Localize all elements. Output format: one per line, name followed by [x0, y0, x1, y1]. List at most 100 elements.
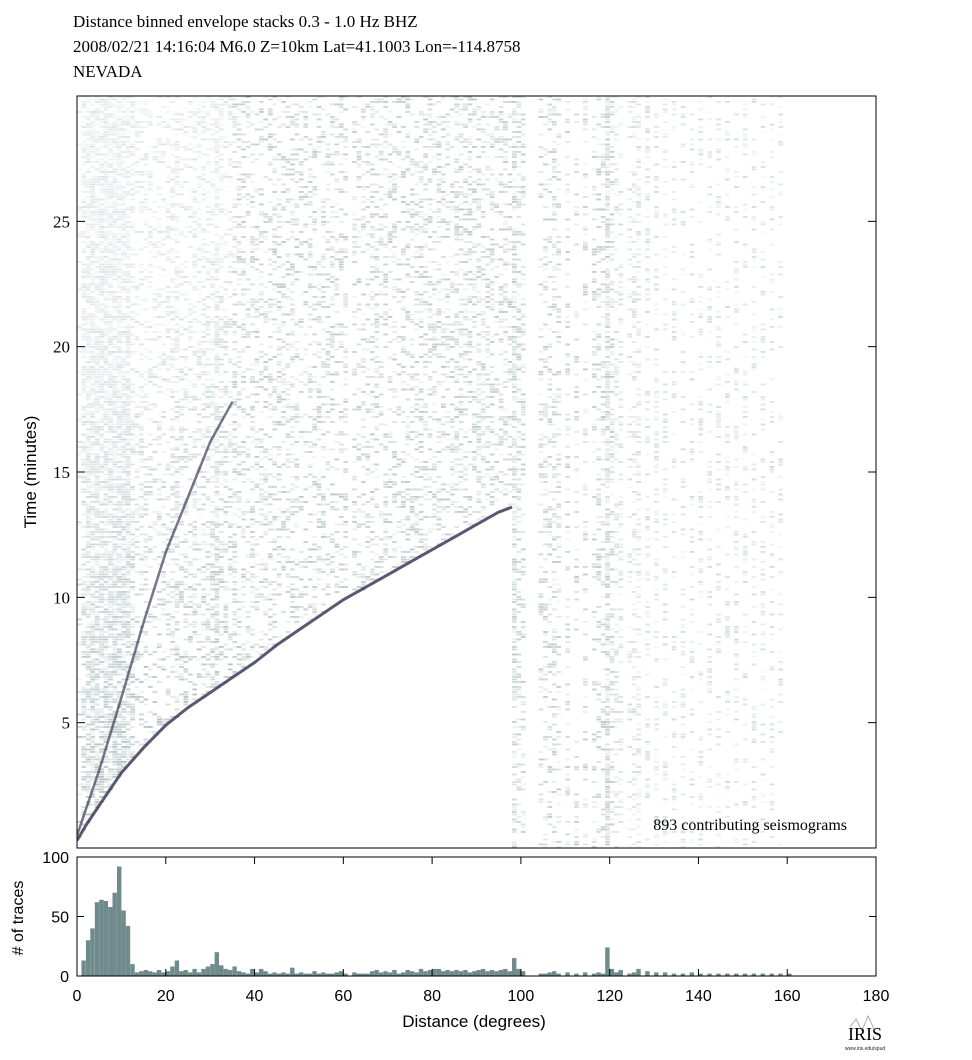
envelope-cell [179, 326, 184, 328]
envelope-cell [179, 348, 184, 351]
envelope-cell [103, 456, 109, 458]
envelope-cell [236, 256, 242, 258]
envelope-cell [117, 453, 122, 456]
envelope-cell [139, 506, 144, 508]
envelope-cell [214, 446, 220, 448]
envelope-cell [81, 593, 87, 596]
envelope-cell [125, 378, 131, 381]
envelope-cell [103, 773, 109, 776]
envelope-cell [108, 166, 113, 168]
envelope-cell [121, 376, 127, 378]
envelope-cell [156, 96, 162, 98]
envelope-cell [179, 431, 184, 433]
envelope-cell [214, 223, 220, 226]
envelope-cell [227, 141, 233, 143]
envelope-cell [121, 651, 127, 653]
envelope-cell [99, 171, 104, 173]
envelope-cell [170, 586, 175, 588]
envelope-cell [196, 271, 202, 273]
envelope-cell [134, 351, 140, 353]
envelope-cell [94, 96, 100, 98]
envelope-cell [108, 138, 113, 141]
envelope-cell [94, 178, 100, 181]
envelope-cell [245, 193, 251, 196]
envelope-cell [112, 711, 118, 713]
envelope-cell [125, 723, 131, 726]
envelope-cell [143, 113, 149, 116]
envelope-cell [99, 371, 104, 373]
envelope-cell [143, 651, 149, 653]
envelope-cell [161, 613, 166, 616]
envelope-cell [183, 391, 189, 393]
envelope-cell [121, 418, 127, 421]
envelope-cell [174, 276, 180, 278]
envelope-cell [81, 288, 87, 291]
envelope-cell [121, 556, 127, 558]
envelope-cell [121, 573, 127, 576]
envelope-cell [241, 186, 246, 188]
envelope-cell [245, 578, 251, 581]
envelope-cell [130, 453, 135, 456]
envelope-cell [85, 168, 91, 171]
envelope-cell [103, 593, 109, 596]
envelope-cell [99, 368, 104, 371]
envelope-cell [174, 658, 180, 661]
envelope-cell [139, 656, 144, 658]
envelope-cell [219, 136, 224, 138]
envelope-cell [241, 663, 246, 666]
envelope-cell [125, 231, 131, 233]
envelope-cell [134, 321, 140, 323]
envelope-cell [214, 206, 220, 208]
envelope-cell [139, 211, 144, 213]
envelope-cell [90, 696, 95, 698]
envelope-cell [192, 256, 198, 258]
envelope-cell [85, 381, 91, 383]
envelope-cell [99, 433, 104, 436]
envelope-cell [152, 528, 158, 531]
envelope-cell [263, 236, 269, 238]
envelope-cell [85, 398, 91, 401]
envelope-cell [179, 183, 184, 186]
envelope-cell [143, 276, 149, 278]
envelope-cell [117, 593, 122, 596]
envelope-cell [112, 156, 118, 158]
envelope-cell [99, 183, 104, 186]
envelope-cell [81, 131, 87, 133]
envelope-cell [165, 236, 171, 238]
envelope-cell [117, 603, 122, 606]
envelope-cell [81, 328, 87, 331]
envelope-cell [241, 451, 246, 453]
envelope-cell [174, 581, 180, 583]
envelope-cell [117, 768, 122, 771]
envelope-cell [90, 191, 95, 193]
envelope-cell [134, 393, 140, 396]
envelope-cell [241, 601, 246, 603]
envelope-cell [183, 396, 189, 398]
envelope-cell [112, 356, 118, 358]
envelope-cell [210, 413, 215, 416]
envelope-cell [210, 466, 215, 468]
envelope-cell [232, 256, 238, 258]
envelope-cell [205, 328, 211, 331]
envelope-cell [161, 608, 166, 611]
envelope-cell [152, 308, 158, 311]
envelope-cell [241, 221, 246, 223]
envelope-cell [90, 513, 95, 516]
envelope-cell [94, 236, 100, 238]
envelope-cell [125, 651, 131, 653]
envelope-cell [179, 426, 184, 428]
envelope-cell [125, 741, 131, 743]
envelope-cell [272, 303, 277, 306]
envelope-cell [276, 141, 282, 143]
envelope-cell [125, 98, 131, 101]
envelope-cell [259, 473, 264, 476]
envelope-cell [170, 516, 175, 518]
envelope-cell [192, 613, 198, 616]
envelope-cell [205, 391, 211, 393]
envelope-cell [99, 463, 104, 466]
envelope-cell [121, 723, 127, 726]
envelope-cell [161, 581, 166, 583]
envelope-cell [139, 458, 144, 461]
envelope-cell [85, 386, 91, 388]
envelope-cell [156, 516, 162, 518]
